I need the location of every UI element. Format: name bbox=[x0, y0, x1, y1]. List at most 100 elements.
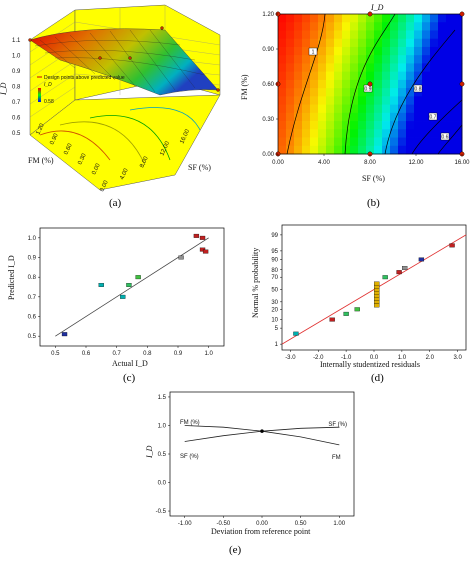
heatmap-cell bbox=[398, 88, 407, 97]
heatmap-cell bbox=[406, 55, 415, 64]
heatmap-cell bbox=[350, 88, 359, 97]
caption-e: (e) bbox=[229, 544, 242, 556]
heatmap-cell bbox=[398, 121, 407, 130]
heatmap-cell bbox=[382, 112, 391, 122]
heatmap-cell bbox=[374, 14, 383, 23]
heatmap-cell bbox=[430, 137, 439, 147]
heatmap-cell bbox=[310, 112, 319, 122]
heatmap-cell bbox=[286, 46, 295, 56]
c-data-point bbox=[120, 294, 126, 299]
heatmap-cell bbox=[334, 30, 343, 40]
b-x-tick-label: 16.00 bbox=[454, 160, 470, 166]
heatmap-cell bbox=[422, 129, 431, 138]
e-x-axis-label: Deviation from reference point bbox=[211, 527, 311, 536]
e-x-tick-label: 0.50 bbox=[295, 521, 307, 527]
heatmap-cell bbox=[414, 112, 423, 122]
heatmap-cell bbox=[430, 88, 439, 97]
heatmap-cell bbox=[358, 22, 367, 31]
heatmap-cell bbox=[446, 129, 455, 138]
design-point bbox=[459, 11, 465, 17]
e-x-tick-label: -0.50 bbox=[217, 521, 231, 527]
heatmap-cell bbox=[414, 55, 423, 64]
heatmap-cell bbox=[318, 14, 327, 23]
heatmap-cell bbox=[366, 112, 375, 122]
e-y-tick-label: 0.0 bbox=[158, 481, 167, 487]
heatmap-cell bbox=[438, 14, 447, 23]
heatmap-cell bbox=[390, 71, 399, 81]
c-data-point bbox=[199, 235, 206, 240]
heatmap-cell bbox=[430, 129, 439, 138]
d-x-tick-label: 1.0 bbox=[398, 355, 407, 361]
heatmap-cell bbox=[374, 38, 383, 48]
heatmap-cell bbox=[366, 14, 375, 23]
heatmap-cell bbox=[286, 79, 295, 89]
heatmap-cell bbox=[414, 14, 423, 23]
heatmap-cell bbox=[390, 38, 399, 48]
heatmap-cell bbox=[286, 145, 295, 155]
heatmap-cell bbox=[406, 79, 415, 89]
heatmap-cell bbox=[366, 46, 375, 56]
heatmap-cell bbox=[286, 137, 295, 147]
heatmap-cell bbox=[406, 14, 415, 23]
heatmap-cell bbox=[342, 112, 351, 122]
heatmap-cell bbox=[446, 121, 455, 130]
e-series-line bbox=[184, 426, 340, 442]
heatmap-cell bbox=[334, 96, 343, 105]
heatmap-cell bbox=[326, 22, 335, 31]
legend-id: I_D bbox=[44, 82, 52, 88]
contour-label: 0.6 bbox=[442, 135, 449, 141]
heatmap-cell bbox=[318, 104, 327, 114]
heatmap-cell bbox=[406, 22, 415, 31]
b-y-tick-label: 0.60 bbox=[262, 82, 274, 88]
heatmap-cell bbox=[310, 79, 319, 89]
heatmap-cell bbox=[430, 63, 439, 73]
heatmap-cell bbox=[334, 71, 343, 81]
design-point bbox=[367, 11, 373, 17]
heatmap-cell bbox=[406, 88, 415, 97]
heatmap-cell bbox=[398, 96, 407, 105]
contour-label: 0.8 bbox=[415, 87, 422, 93]
b-y-tick-label: 1.20 bbox=[262, 12, 274, 18]
heatmap-cell bbox=[286, 112, 295, 122]
heatmap-cell bbox=[430, 104, 439, 114]
heatmap-cell bbox=[318, 145, 327, 155]
heatmap-cell bbox=[414, 88, 423, 97]
heatmap-cell bbox=[326, 145, 335, 155]
c-x-tick-label: 0.9 bbox=[174, 351, 183, 357]
heatmap-cell bbox=[294, 46, 303, 56]
heatmap-cell bbox=[454, 46, 463, 56]
heatmap-cell bbox=[326, 88, 335, 97]
heatmap-cell bbox=[438, 79, 447, 89]
heatmap-cell bbox=[342, 88, 351, 97]
heatmap-cell bbox=[358, 137, 367, 147]
panel-a-surface-plot: Design points above predicted value I_D … bbox=[0, 4, 221, 193]
heatmap-cell bbox=[278, 121, 287, 130]
heatmap-cell bbox=[350, 121, 359, 130]
heatmap-cell bbox=[390, 55, 399, 64]
heatmap-cell bbox=[398, 38, 407, 48]
heatmap-cell bbox=[398, 112, 407, 122]
d-y-tick-label: 1 bbox=[275, 342, 279, 348]
heatmap-cell bbox=[454, 96, 463, 105]
heatmap-cell bbox=[374, 104, 383, 114]
heatmap-cell bbox=[350, 129, 359, 138]
heatmap-cell bbox=[374, 79, 383, 89]
heatmap-cell bbox=[310, 88, 319, 97]
heatmap-cell bbox=[414, 129, 423, 138]
heatmap-cell bbox=[342, 22, 351, 31]
heatmap-cell bbox=[422, 145, 431, 155]
heatmap-cell bbox=[374, 145, 383, 155]
panel-e-perturbation-plot: -1.00 -0.50 0.00 0.50 1.00 -0.5 0.0 0.5 1.0 1.5 FM… bbox=[145, 391, 355, 536]
heatmap-cell bbox=[278, 88, 287, 97]
heatmap-cell bbox=[438, 137, 447, 147]
heatmap-cell bbox=[446, 63, 455, 73]
heatmap-cell bbox=[350, 104, 359, 114]
heatmap-cell bbox=[454, 55, 463, 64]
heatmap-cell bbox=[318, 112, 327, 122]
design-points bbox=[28, 26, 220, 92]
legend-colorbar bbox=[38, 88, 41, 102]
e-curve-label: FM bbox=[332, 455, 341, 461]
heatmap-cell bbox=[414, 96, 423, 105]
heatmap-cell bbox=[454, 121, 463, 130]
heatmap-cell bbox=[302, 112, 311, 122]
